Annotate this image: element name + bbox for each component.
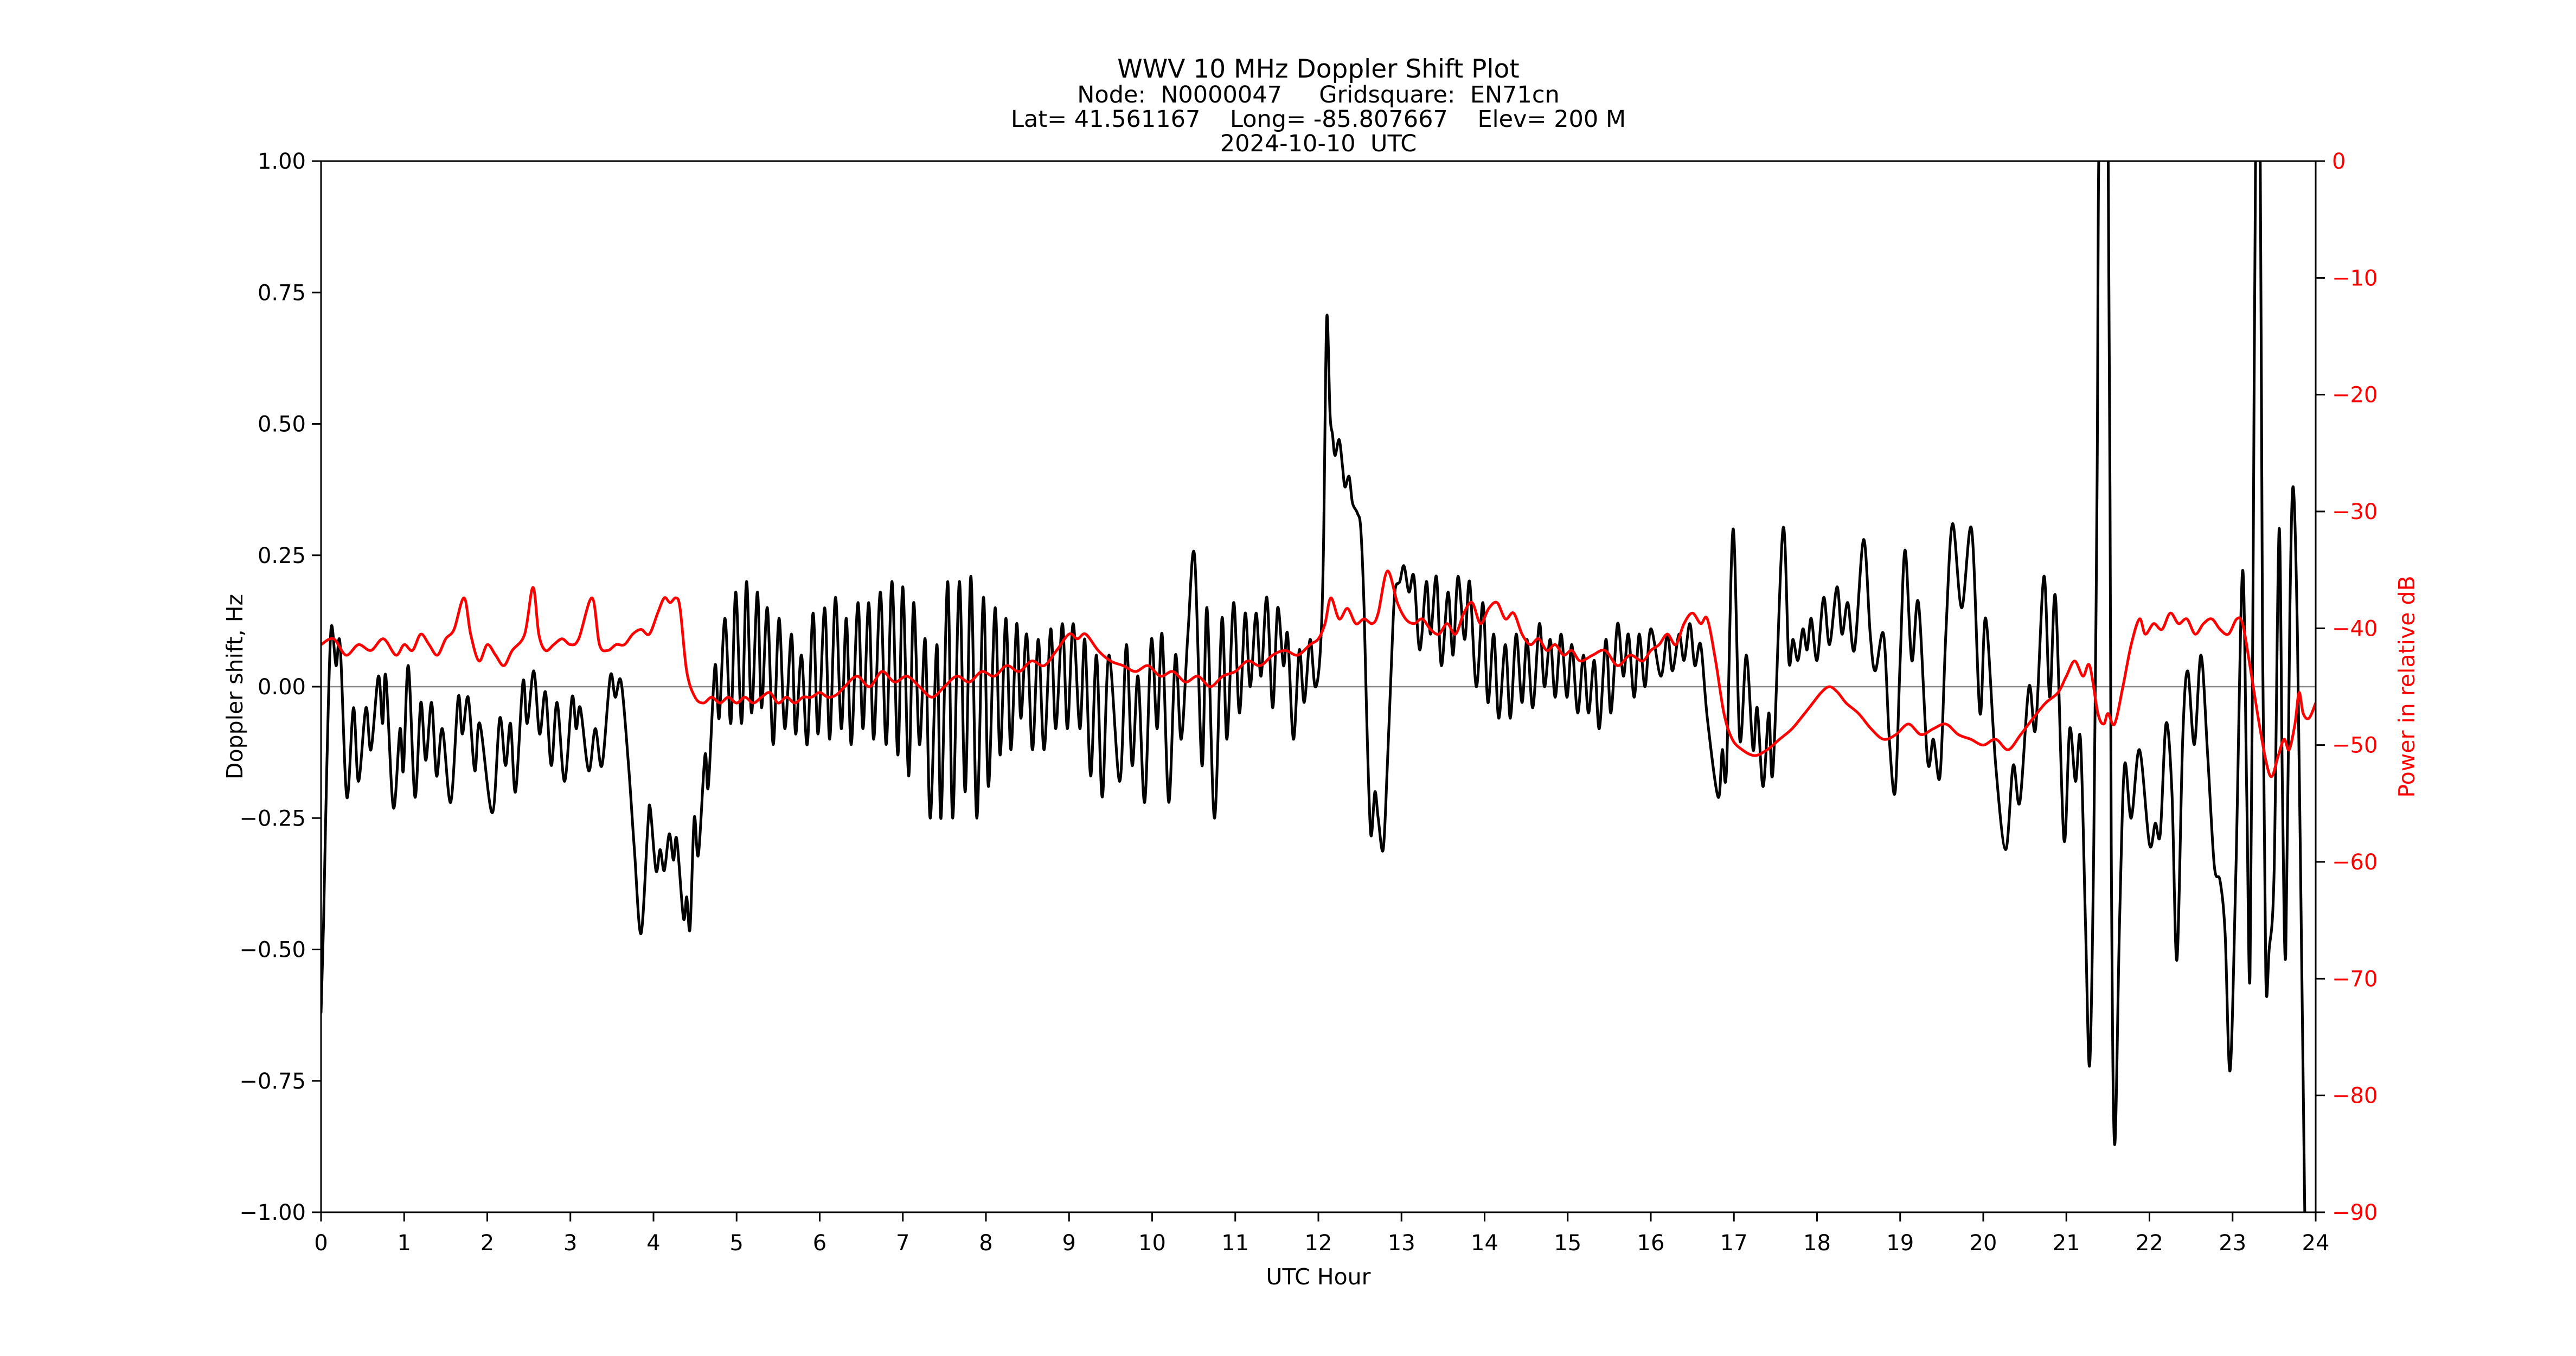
x-tick-label: 16: [1637, 1231, 1665, 1256]
left-tick-label: −0.50: [239, 938, 306, 963]
right-tick-label: −20: [2332, 383, 2378, 408]
x-tick-label: 20: [1970, 1231, 1997, 1256]
right-tick-label: −30: [2332, 500, 2378, 525]
x-tick-label: 6: [813, 1231, 826, 1256]
x-tick-label: 10: [1138, 1231, 1166, 1256]
right-tick-label: −40: [2332, 616, 2378, 641]
left-tick-label: 0.25: [258, 543, 306, 568]
left-tick-label: 0.00: [258, 675, 306, 700]
figure-title-line-1: WWV 10 MHz Doppler Shift Plot: [1117, 54, 1520, 84]
x-tick-label: 9: [1062, 1231, 1076, 1256]
x-tick-label: 24: [2302, 1231, 2330, 1256]
right-axis-ticks: 0 −10 −20 −30 −40 −50 −60 −70 −80 −90: [2316, 149, 2378, 1225]
x-tick-label: 0: [314, 1231, 328, 1256]
left-tick-label: −0.75: [239, 1069, 306, 1094]
x-tick-label: 18: [1803, 1231, 1831, 1256]
right-tick-label: −60: [2332, 850, 2378, 875]
figure-title-line-4: 2024-10-10 UTC: [1220, 130, 1417, 157]
left-axis-ticks: 1.00 0.75 0.50 0.25 0.00 −0.25 −0.50 −0.75 −1.00: [239, 149, 321, 1225]
x-tick-label: 15: [1554, 1231, 1581, 1256]
x-tick-label: 19: [1886, 1231, 1914, 1256]
left-tick-label: −0.25: [239, 806, 306, 831]
left-tick-label: −1.00: [239, 1200, 306, 1225]
x-tick-label: 11: [1221, 1231, 1249, 1256]
x-tick-label: 21: [2053, 1231, 2080, 1256]
x-tick-label: 13: [1388, 1231, 1415, 1256]
x-tick-label: 7: [896, 1231, 909, 1256]
y-axis-label-right: Power in relative dB: [2394, 575, 2420, 797]
x-tick-label: 1: [398, 1231, 411, 1256]
right-tick-label: −10: [2332, 266, 2378, 291]
doppler-series-line: [321, 161, 2306, 1212]
right-tick-label: 0: [2332, 149, 2346, 174]
right-tick-label: −90: [2332, 1200, 2378, 1225]
figure-title: WWV 10 MHz Doppler Shift Plot Node: N000…: [1011, 54, 1626, 157]
x-tick-label: 3: [563, 1231, 577, 1256]
x-axis-label: UTC Hour: [1266, 1264, 1370, 1290]
x-tick-label: 2: [480, 1231, 494, 1256]
left-tick-label: 0.50: [258, 412, 306, 437]
right-tick-label: −80: [2332, 1084, 2378, 1109]
x-axis-ticks: 0 1 2 3 4 5 6 7 8 9 10 11 12 13 14 15 16 17 18 19 20 21 22 23 24: [314, 1212, 2329, 1256]
x-tick-label: 12: [1305, 1231, 1332, 1256]
right-tick-label: −50: [2332, 733, 2378, 758]
x-tick-label: 22: [2136, 1231, 2163, 1256]
series-group: [321, 161, 2316, 1212]
power-series-line: [321, 570, 2316, 778]
figure-title-line-2: Node: N0000047 Gridsquare: EN71cn: [1077, 81, 1560, 108]
x-tick-label: 4: [646, 1231, 660, 1256]
x-tick-label: 8: [979, 1231, 992, 1256]
right-tick-label: −70: [2332, 967, 2378, 992]
x-tick-label: 14: [1471, 1231, 1498, 1256]
left-tick-label: 0.75: [258, 280, 306, 305]
figure-title-line-3: Lat= 41.561167 Long= -85.807667 Elev= 20…: [1011, 106, 1626, 133]
x-tick-label: 23: [2219, 1231, 2246, 1256]
left-tick-label: 1.00: [258, 149, 306, 174]
x-tick-label: 5: [730, 1231, 744, 1256]
x-tick-label: 17: [1720, 1231, 1748, 1256]
y-axis-label-left: Doppler shift, Hz: [222, 594, 248, 779]
